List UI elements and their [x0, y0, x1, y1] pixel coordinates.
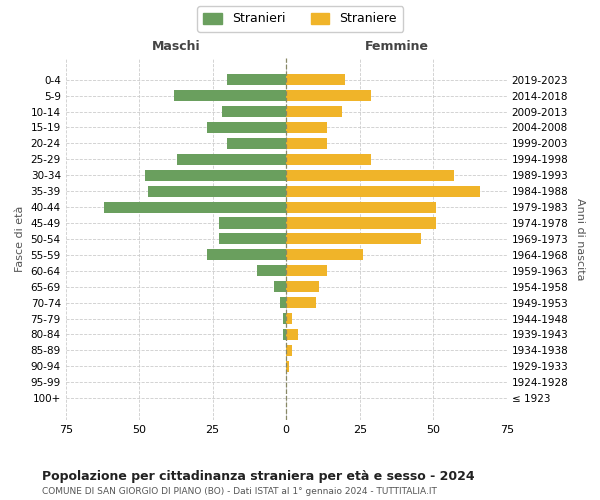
Bar [218, 234, 286, 244]
Bar [221, 106, 286, 117]
Text: Maschi: Maschi [152, 40, 200, 54]
Bar [283, 329, 286, 340]
Bar [218, 218, 286, 228]
Bar [286, 186, 480, 196]
Bar [274, 281, 286, 292]
Text: COMUNE DI SAN GIORGIO DI PIANO (BO) - Dati ISTAT al 1° gennaio 2024 - TUTTITALIA: COMUNE DI SAN GIORGIO DI PIANO (BO) - Da… [42, 488, 437, 496]
Bar [286, 360, 289, 372]
Bar [286, 281, 319, 292]
Text: Popolazione per cittadinanza straniera per età e sesso - 2024: Popolazione per cittadinanza straniera p… [42, 470, 475, 483]
Bar [227, 138, 286, 149]
Bar [286, 154, 371, 165]
Bar [286, 345, 292, 356]
Bar [286, 218, 436, 228]
Bar [286, 297, 316, 308]
Bar [286, 329, 298, 340]
Bar [286, 138, 328, 149]
Legend: Stranieri, Straniere: Stranieri, Straniere [197, 6, 403, 32]
Bar [286, 234, 421, 244]
Bar [280, 297, 286, 308]
Bar [286, 122, 328, 133]
Bar [286, 250, 362, 260]
Bar [145, 170, 286, 181]
Bar [257, 265, 286, 276]
Bar [148, 186, 286, 196]
Bar [104, 202, 286, 212]
Bar [286, 202, 436, 212]
Bar [286, 90, 371, 101]
Bar [207, 250, 286, 260]
Y-axis label: Anni di nascita: Anni di nascita [575, 198, 585, 280]
Bar [286, 265, 328, 276]
Bar [286, 74, 345, 86]
Bar [283, 313, 286, 324]
Bar [175, 90, 286, 101]
Bar [207, 122, 286, 133]
Bar [178, 154, 286, 165]
Text: Femmine: Femmine [364, 40, 428, 54]
Y-axis label: Fasce di età: Fasce di età [15, 206, 25, 272]
Bar [227, 74, 286, 86]
Bar [286, 313, 292, 324]
Bar [286, 170, 454, 181]
Bar [286, 106, 342, 117]
